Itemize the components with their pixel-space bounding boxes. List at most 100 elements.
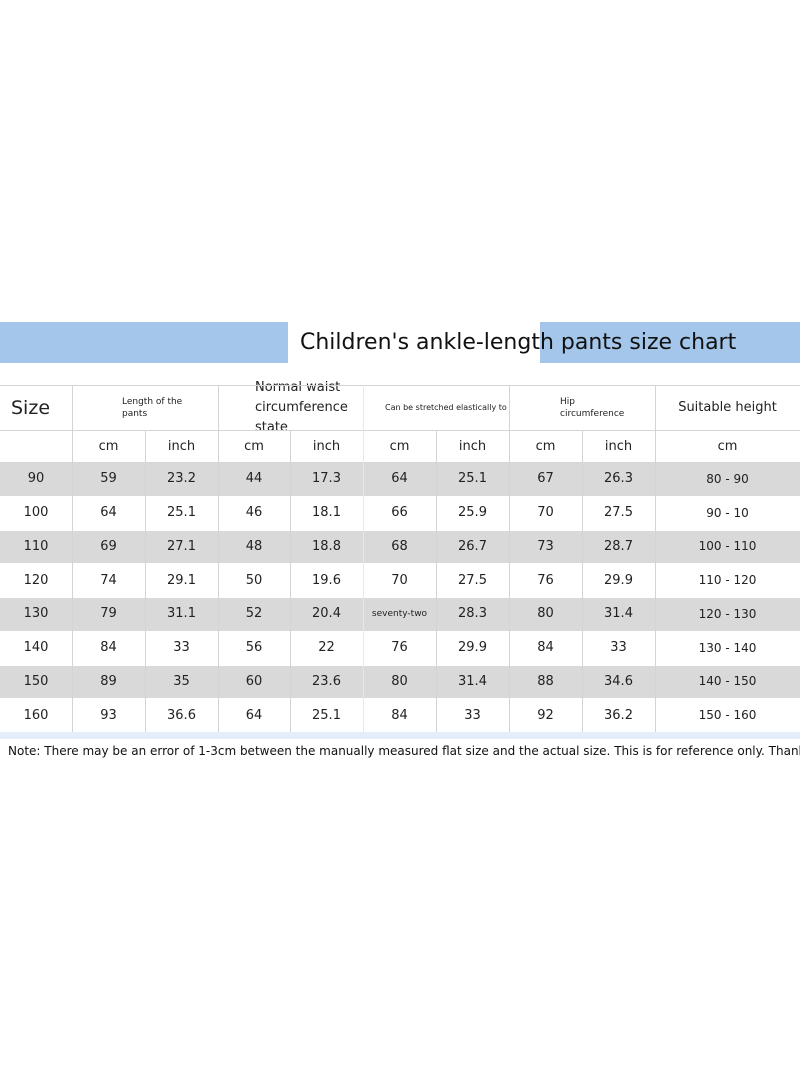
unit-header: cm <box>535 438 556 454</box>
row-shade <box>0 597 800 631</box>
unit-header: cm <box>98 438 119 454</box>
table-cell: 130 <box>23 606 49 622</box>
table-cell: 74 <box>100 572 117 588</box>
table-cell: 18.8 <box>312 538 341 554</box>
note: Note: There may be an error of 1-3cm bet… <box>8 744 800 758</box>
table-cell: 70 <box>537 505 554 521</box>
table-cell: 110 - 120 <box>698 573 757 588</box>
table-cell: 46 <box>245 505 263 521</box>
table-cell: 56 <box>245 640 263 656</box>
table-cell: 27.5 <box>458 572 487 588</box>
table-cell: 90 <box>27 471 45 487</box>
table-cell: 67 <box>537 471 554 487</box>
table-cell: 17.3 <box>312 471 341 487</box>
table-cell: 68 <box>391 538 408 554</box>
border-line <box>0 495 800 497</box>
table-cell: 25.1 <box>312 707 341 723</box>
table-cell: 64 <box>391 471 408 487</box>
table-cell: 89 <box>100 673 117 689</box>
group-header: Size <box>0 385 72 430</box>
table-cell: 31.1 <box>167 606 196 622</box>
table-cell: 36.6 <box>167 707 196 723</box>
border-line <box>145 430 146 732</box>
table-cell: 23.6 <box>312 673 341 689</box>
table-cell: 150 - 160 <box>698 708 757 723</box>
table-cell: 140 - 150 <box>698 674 757 689</box>
group-header-text: Size <box>11 396 51 419</box>
group-header: Normal waist circumference state <box>218 380 363 435</box>
table-cell: 20.4 <box>312 606 341 622</box>
table-cell: 28.3 <box>458 606 487 622</box>
table-cell: 76 <box>537 572 554 588</box>
table-cell: 36.2 <box>604 707 633 723</box>
table-cell: 130 - 140 <box>698 640 757 655</box>
row-shade <box>0 664 800 699</box>
table-cell: 93 <box>100 707 117 723</box>
border-line <box>0 385 800 386</box>
table-cell: 110 <box>23 538 49 554</box>
border-line <box>290 430 291 732</box>
unit-header: cm <box>389 438 410 454</box>
table-cell: 26.7 <box>458 538 487 554</box>
table-cell: 140 <box>23 640 49 656</box>
table-cell: 80 - 90 <box>706 471 749 486</box>
table-cell: 23.2 <box>167 471 196 487</box>
table-cell: 150 <box>23 673 49 689</box>
table-cell: seventy-two <box>371 608 428 619</box>
row-shade <box>0 462 800 496</box>
border-line <box>0 430 800 431</box>
table-cell: 29.9 <box>458 640 487 656</box>
group-header-text: Hip circumference <box>560 396 625 419</box>
table-cell: 120 <box>23 572 49 588</box>
table-cell: 100 <box>23 505 49 521</box>
table-cell: 19.6 <box>312 572 341 588</box>
table-cell: 120 - 130 <box>698 606 757 621</box>
table-cell: 22 <box>318 640 335 656</box>
table-cell: 28.7 <box>604 538 633 554</box>
unit-header: inch <box>167 438 196 454</box>
border-line <box>0 563 800 565</box>
table-cell: 80 <box>537 606 554 622</box>
table-cell: 31.4 <box>458 673 487 689</box>
table-cell: 48 <box>245 538 263 554</box>
unit-header: inch <box>458 438 487 454</box>
table-cell: 29.1 <box>167 572 196 588</box>
group-header-text: Length of the pants <box>122 396 183 419</box>
table-cell: 29.9 <box>604 572 633 588</box>
border-line <box>0 664 800 666</box>
table-cell: 80 <box>391 673 408 689</box>
group-header: Can be stretched elastically to <box>363 385 509 430</box>
border-line <box>509 385 510 732</box>
table-cell: 27.5 <box>604 505 633 521</box>
table-cell: 90 - 10 <box>706 505 749 520</box>
row-shade <box>0 529 800 564</box>
border-line <box>0 698 800 700</box>
table-cell: 84 <box>100 640 117 656</box>
table-cell: 33 <box>464 707 481 723</box>
unit-header: cm <box>717 438 738 454</box>
group-header: Length of the pants <box>72 385 218 430</box>
unit-header: inch <box>312 438 341 454</box>
table-cell: 64 <box>100 505 117 521</box>
border-line <box>436 430 437 732</box>
group-header: Suitable height <box>655 385 800 430</box>
border-line <box>655 385 656 732</box>
table-cell: 160 <box>23 707 49 723</box>
table-cell: 100 - 110 <box>698 539 757 554</box>
table-cell: 64 <box>245 707 263 723</box>
table-footer-strip <box>0 732 800 739</box>
table-cell: 59 <box>100 471 117 487</box>
border-line <box>0 529 800 531</box>
table-cell: 52 <box>245 606 263 622</box>
table-cell: 26.3 <box>604 471 633 487</box>
table-cell: 35 <box>173 673 190 689</box>
chart-title: Children's ankle-length pants size chart <box>300 330 737 355</box>
table-cell: 60 <box>245 673 263 689</box>
table-cell: 27.1 <box>167 538 196 554</box>
border-line <box>0 597 800 598</box>
table-cell: 31.4 <box>604 606 633 622</box>
table-cell: 44 <box>245 471 263 487</box>
border-line <box>72 385 73 732</box>
